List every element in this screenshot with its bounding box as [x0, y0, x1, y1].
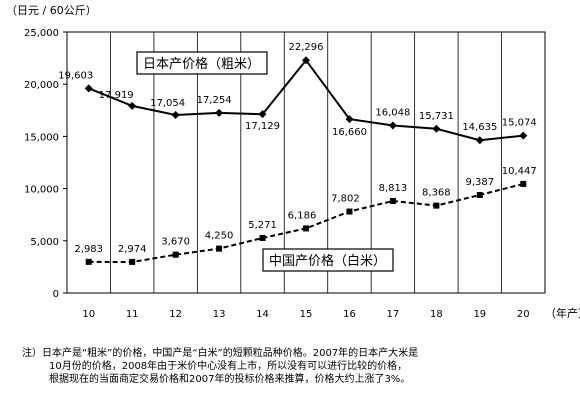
- data-label-china: 2,983: [74, 244, 103, 255]
- x-tick-label: 15: [300, 309, 313, 320]
- x-tick-label: 17: [387, 309, 400, 320]
- data-label-japan: 19,603: [58, 70, 93, 81]
- data-label-japan: 17,919: [99, 90, 134, 101]
- vertical-gridlines: [110, 32, 502, 293]
- data-label-japan: 16,660: [332, 127, 367, 138]
- legend-china-label: 中国产价格（白米）: [269, 253, 386, 269]
- data-point-japan: [388, 121, 397, 130]
- data-point-china: [216, 245, 223, 252]
- y-tick-label: 5,000: [30, 237, 59, 248]
- footnote-line-3: 根据现在的当面商定交易价格和2007年的投标价格来推算，价格大约上涨了3%。: [49, 374, 411, 385]
- data-point-china: [433, 202, 440, 209]
- data-label-china: 8,368: [422, 188, 451, 199]
- footnote: 注）日本产是“粗米”的价格，中国产是“白米”的短颗粒品种价格。2007年的日本产…: [22, 347, 572, 386]
- y-tick-label: 15,000: [24, 132, 59, 143]
- y-axis-ticks: 0 5,000 10,000 15,000 20,000 25,000: [24, 28, 67, 300]
- data-label-china: 7,802: [331, 194, 360, 205]
- x-tick-label: 12: [169, 309, 182, 320]
- data-point-china: [476, 191, 483, 198]
- x-tick-label: 19: [473, 309, 486, 320]
- x-tick-label: 18: [430, 309, 443, 320]
- y-tick-label: 0: [53, 289, 59, 300]
- data-point-japan: [432, 124, 441, 133]
- data-label-china: 2,974: [118, 244, 147, 255]
- y-tick-label: 10,000: [24, 185, 59, 196]
- data-point-china: [129, 258, 136, 265]
- data-label-japan: 15,731: [419, 111, 454, 122]
- legend-china-box: [262, 248, 394, 272]
- x-tick-label: 10: [82, 309, 95, 320]
- data-point-japan: [475, 136, 484, 145]
- x-tick-label: 14: [256, 309, 269, 320]
- data-point-japan: [215, 108, 224, 117]
- data-point-china: [85, 258, 92, 265]
- data-label-china: 8,813: [379, 183, 408, 194]
- data-point-japan: [171, 110, 180, 119]
- data-label-china: 3,670: [161, 237, 190, 248]
- x-tick-label: 11: [126, 309, 139, 320]
- data-point-china: [389, 197, 396, 204]
- data-label-china: 10,447: [502, 166, 537, 177]
- data-point-japan: [84, 84, 93, 93]
- line-chart: （日元 / 60公斤） 0 5,000 10,000 15,000 20,000 25,0…: [6, 4, 580, 320]
- data-label-china: 4,250: [205, 231, 234, 242]
- x-tick-label: 20: [517, 309, 530, 320]
- data-label-china: 5,271: [248, 220, 277, 231]
- data-label-japan: 17,054: [150, 98, 185, 109]
- footnote-line-1: 注）日本产是“粗米”的价格，中国产是“白米”的短颗粒品种价格。2007年的日本产…: [22, 348, 419, 359]
- data-point-china: [303, 225, 309, 232]
- data-point-japan: [519, 131, 528, 140]
- data-label-china: 9,387: [465, 177, 494, 188]
- y-tick-label: 25,000: [24, 28, 59, 39]
- data-point-japan: [345, 115, 354, 124]
- y-tick-label: 20,000: [24, 80, 59, 91]
- legend-japan: 日本产价格（粗米）: [136, 51, 268, 75]
- x-tick-label: 13: [213, 309, 226, 320]
- data-point-japan: [128, 101, 137, 110]
- plot-frame: [66, 31, 546, 294]
- x-axis-unit-label: （年产）: [545, 306, 580, 320]
- legend-japan-label: 日本产价格（粗米）: [143, 56, 260, 72]
- x-tick-label: 16: [343, 309, 356, 320]
- series-group: 19,603 17,919 17,054 17,254 17,129 22,296 16,6…: [58, 42, 537, 265]
- legend-japan-box: [136, 51, 268, 75]
- footnote-line-2: 10月份的价格，2008年由于米价中心没有上市，所以没有可以进行比较的价格，: [49, 361, 408, 372]
- data-label-china: 6,186: [288, 210, 317, 221]
- data-label-japan: 14,635: [462, 122, 497, 133]
- data-label-japan: 15,074: [502, 118, 537, 129]
- data-point-japan: [302, 56, 310, 65]
- data-point-china: [259, 234, 266, 241]
- legend-china: 中国产价格（白米）: [262, 248, 394, 272]
- data-label-japan: 17,129: [245, 121, 280, 132]
- data-label-japan: 17,254: [197, 95, 232, 106]
- data-label-japan: 16,048: [375, 107, 410, 118]
- y-axis-unit-label: （日元 / 60公斤）: [6, 4, 97, 17]
- data-label-japan: 22,296: [289, 42, 324, 53]
- data-point-china: [520, 180, 527, 187]
- data-point-japan: [258, 110, 267, 119]
- x-axis-ticks: 10 11 12 13 14 15 16 17 18 19 20: [82, 309, 529, 320]
- data-point-china: [172, 251, 179, 258]
- data-point-china: [346, 208, 353, 215]
